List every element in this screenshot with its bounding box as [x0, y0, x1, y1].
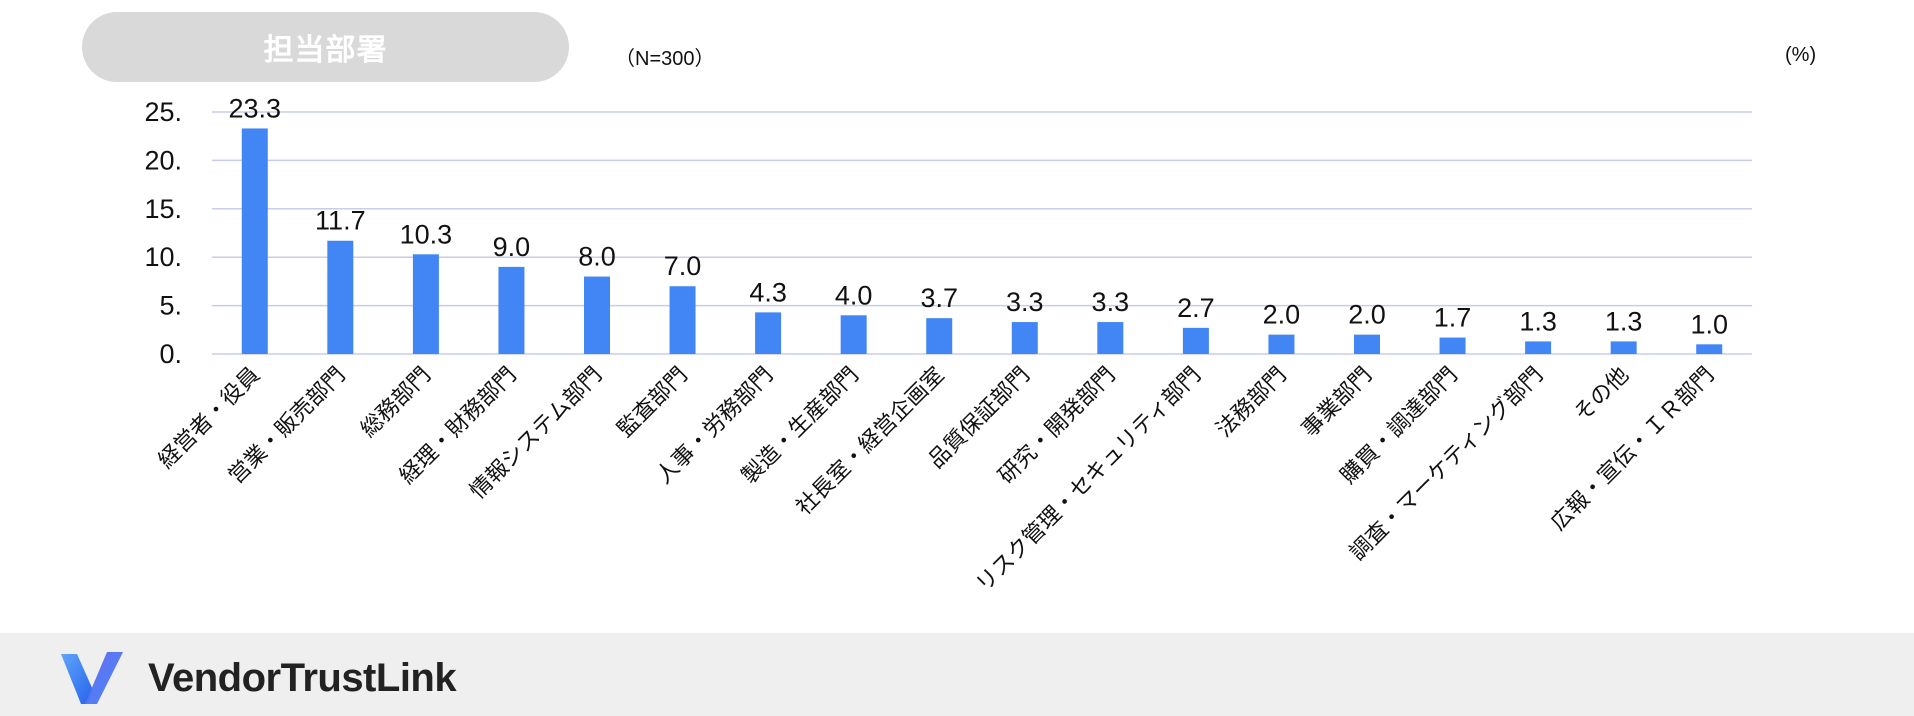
x-category-label: 社長室・経営企画室	[792, 363, 950, 521]
bar	[755, 312, 782, 354]
y-tick-label: 10.	[144, 242, 182, 272]
y-tick-label: 5.	[159, 291, 182, 321]
x-category-label: 総務部門	[356, 363, 436, 443]
bar-value-label: 1.0	[1690, 309, 1728, 339]
y-tick-label: 15.	[144, 194, 182, 224]
bar	[412, 254, 439, 354]
x-category-label: 広報・宣伝・ＩＲ部門	[1546, 363, 1719, 536]
y-tick-label: 0.	[159, 339, 182, 369]
bar	[840, 315, 867, 354]
bar-value-label: 3.3	[1092, 287, 1130, 317]
bar-value-label: 2.0	[1263, 300, 1301, 330]
y-tick-label: 25.	[144, 97, 182, 127]
bar-value-label: 3.7	[920, 283, 958, 313]
x-category-label: その他	[1570, 363, 1634, 427]
bar-value-label: 23.3	[228, 93, 281, 123]
bar	[1439, 337, 1466, 354]
bar	[1011, 322, 1038, 354]
x-category-label: 法務部門	[1212, 363, 1292, 443]
brand-name: VendorTrustLink	[148, 656, 457, 700]
y-tick-label: 20.	[144, 145, 182, 175]
bar-value-label: 10.3	[400, 219, 453, 249]
bar	[1610, 341, 1637, 354]
bar	[1525, 341, 1552, 354]
bar	[498, 266, 525, 354]
bar-value-label: 8.0	[578, 242, 616, 272]
bar	[584, 276, 610, 354]
vendortrustlink-v-logo-icon	[61, 652, 123, 704]
bar-value-label: 3.3	[1006, 287, 1044, 317]
bar-chart: 0.5.10.15.20.25. 23.3経営者・役員11.7営業・販売部門10.…	[144, 93, 1752, 597]
bar	[926, 318, 953, 354]
chart-title: 担当部署	[263, 34, 388, 67]
bar	[1696, 344, 1723, 354]
unit-label: (%)	[1785, 44, 1817, 66]
bar-value-label: 9.0	[493, 232, 531, 262]
bar-value-label: 4.0	[835, 280, 873, 310]
bar-value-label: 1.3	[1605, 306, 1643, 336]
bar	[1182, 327, 1209, 354]
footer-bar	[0, 633, 1914, 716]
sample-size-label: （N=300）	[615, 48, 715, 70]
bar-value-label: 7.0	[664, 251, 702, 281]
bar	[1097, 322, 1124, 354]
bar-value-label: 11.7	[315, 206, 366, 236]
bar-value-label: 1.3	[1519, 306, 1557, 336]
bar	[241, 128, 268, 354]
bar	[669, 286, 696, 354]
bar	[327, 240, 354, 354]
bar	[1354, 334, 1380, 354]
bar-value-label: 1.7	[1434, 303, 1472, 333]
bar-value-label: 4.3	[749, 277, 787, 307]
chart-title-pill: 担当部署	[82, 12, 569, 82]
bar	[1268, 334, 1295, 354]
bar-value-label: 2.0	[1348, 300, 1386, 330]
x-category-label: 監査部門	[613, 363, 693, 443]
bar-value-label: 2.7	[1177, 293, 1215, 323]
x-category-label: 事業部門	[1297, 363, 1377, 443]
